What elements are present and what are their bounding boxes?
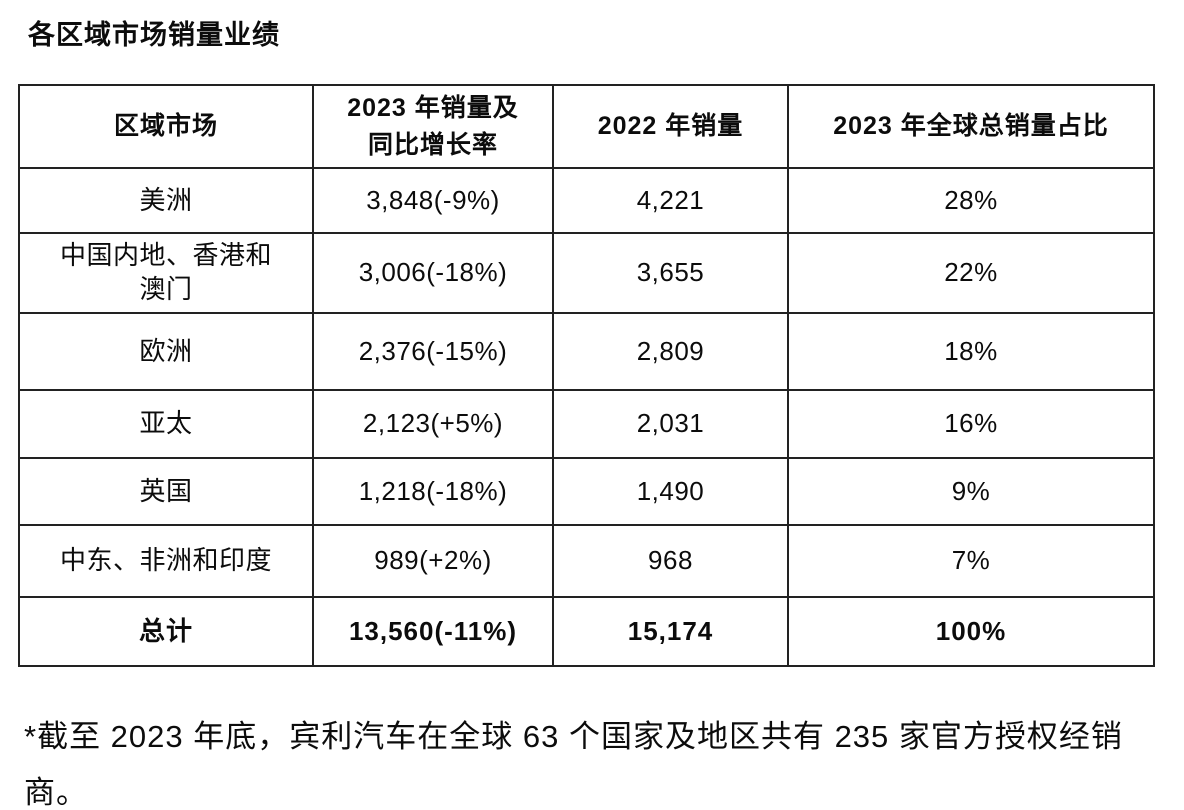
header-row: 区域市场 2023 年销量及 同比增长率 2022 年销量 2023 年全球总销… [18,84,1155,169]
table-body: 美洲 3,848(-9%) 4,221 28% 中国内地、香港和 澳门 3,00… [18,167,1155,667]
dealer-network-footnote: *截至 2023 年底，宾利汽车在全球 63 个国家及地区共有 235 家官方授… [24,719,1123,810]
market-cell: 英国 [18,457,314,526]
share-cell: 28% [787,167,1155,234]
column-header-2023-sales-growth: 2023 年销量及 同比增长率 [312,84,554,169]
market-cell: 美洲 [18,167,314,234]
market-cell: 中国内地、香港和 澳门 [18,232,314,314]
sales-2022-cell: 3,655 [552,232,789,314]
table-row-mea-india: 中东、非洲和印度 989(+2%) 968 7% [18,524,1155,598]
sales-2022-cell: 2,031 [552,389,789,459]
table-row-asia-pacific: 亚太 2,123(+5%) 2,031 16% [18,389,1155,459]
sales-2023-cell: 989(+2%) [312,524,554,598]
share-cell: 9% [787,457,1155,526]
sales-2022-cell-total: 15,174 [552,596,789,667]
sales-2022-cell: 968 [552,524,789,598]
share-cell: 18% [787,312,1155,391]
share-cell: 7% [787,524,1155,598]
share-cell-total: 100% [787,596,1155,667]
page-title: 各区域市场销量业绩 [28,20,280,50]
table-row-total: 总计 13,560(-11%) 15,174 100% [18,596,1155,667]
table-row-uk: 英国 1,218(-18%) 1,490 9% [18,457,1155,526]
table-row-americas: 美洲 3,848(-9%) 4,221 28% [18,167,1155,234]
market-cell: 亚太 [18,389,314,459]
sales-2023-cell: 2,123(+5%) [312,389,554,459]
column-header-2023-global-share: 2023 年全球总销量占比 [787,84,1155,169]
sales-2023-cell: 1,218(-18%) [312,457,554,526]
market-cell: 中东、非洲和印度 [18,524,314,598]
sales-2022-cell: 4,221 [552,167,789,234]
sales-2022-cell: 2,809 [552,312,789,391]
sales-2023-cell-total: 13,560(-11%) [312,596,554,667]
sales-2022-cell: 1,490 [552,457,789,526]
sales-2023-cell: 3,006(-18%) [312,232,554,314]
column-header-region-market: 区域市场 [18,84,314,169]
share-cell: 16% [787,389,1155,459]
table-row-china-hk-macau: 中国内地、香港和 澳门 3,006(-18%) 3,655 22% [18,232,1155,314]
regional-sales-table: 区域市场 2023 年销量及 同比增长率 2022 年销量 2023 年全球总销… [18,84,1155,667]
market-cell: 欧洲 [18,312,314,391]
sales-2023-cell: 3,848(-9%) [312,167,554,234]
column-header-2022-sales: 2022 年销量 [552,84,789,169]
market-cell-total: 总计 [18,596,314,667]
table-header: 区域市场 2023 年销量及 同比增长率 2022 年销量 2023 年全球总销… [18,84,1155,169]
table-row-europe: 欧洲 2,376(-15%) 2,809 18% [18,312,1155,391]
sales-2023-cell: 2,376(-15%) [312,312,554,391]
share-cell: 22% [787,232,1155,314]
